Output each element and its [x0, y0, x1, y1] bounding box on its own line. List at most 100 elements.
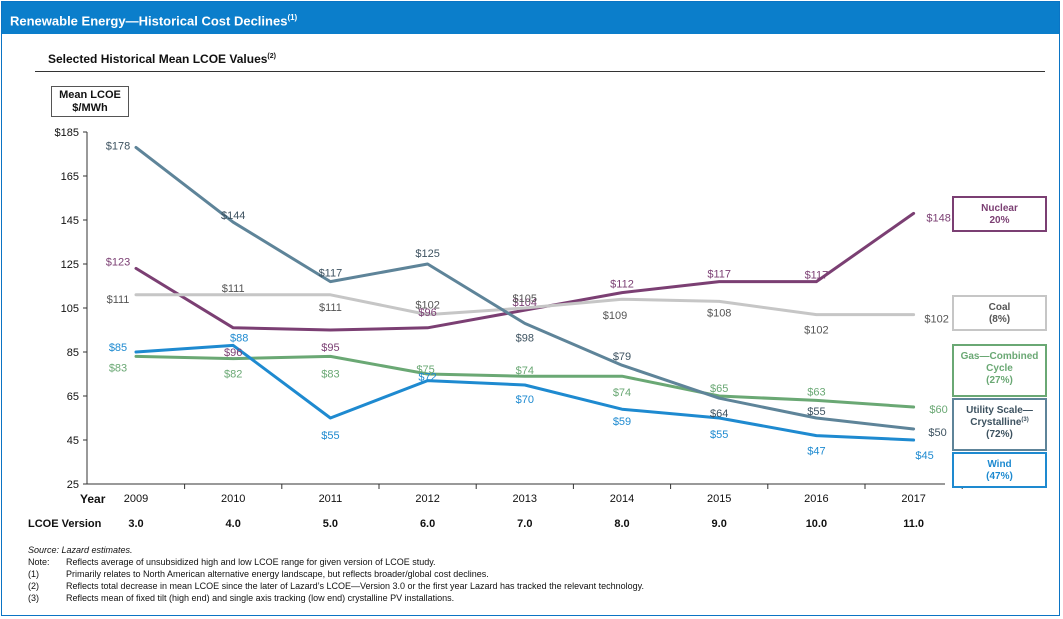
y-tick-label: 45: [67, 435, 79, 447]
data-label: $125: [415, 248, 439, 260]
footnote-key: Note:: [28, 557, 50, 567]
footnote-text: Primarily relates to North American alte…: [66, 569, 489, 579]
subtitle-divider: [35, 71, 1045, 72]
footnote-key: (1): [28, 569, 39, 579]
data-label: $72: [418, 372, 436, 384]
data-label: $108: [707, 307, 731, 319]
x-tick-label: 2011: [319, 493, 343, 505]
version-label: 4.0: [226, 518, 241, 530]
legend-percent: (8%): [989, 314, 1010, 325]
footnote-key: (2): [28, 581, 39, 591]
data-label: $98: [516, 332, 534, 344]
footnote-key: (3): [28, 593, 39, 603]
data-label: $55: [710, 429, 728, 441]
legend-box: [952, 398, 1047, 451]
data-label: $45: [915, 450, 933, 462]
data-label: $82: [224, 369, 242, 381]
version-label: 9.0: [712, 518, 727, 530]
data-label: $55: [321, 430, 339, 442]
legend-box: [952, 295, 1047, 331]
data-label: $47: [807, 446, 825, 458]
data-label: $64: [710, 408, 728, 420]
data-label: $83: [109, 362, 127, 374]
y-tick-label: 145: [61, 215, 79, 227]
legend-name: Gas—Combined: [961, 351, 1039, 362]
y-tick-label: 65: [67, 391, 79, 403]
y-tick-label: 85: [67, 347, 79, 359]
data-label: $96: [224, 347, 242, 359]
series-line: [134, 354, 916, 409]
data-label: $148: [926, 212, 950, 224]
footnote-row: (1) Primarily relates to North American a…: [28, 568, 644, 580]
y-tick-label: 25: [67, 479, 79, 491]
legend-box: [952, 344, 1047, 397]
x-tick-label: 2017: [901, 493, 925, 505]
legend-name: Cycle: [986, 363, 1013, 374]
legend-name: Utility Scale—: [966, 405, 1033, 416]
subtitle-text: Selected Historical Mean LCOE Values: [48, 52, 268, 66]
version-label: 7.0: [517, 518, 532, 530]
footnote-row: (3) Reflects mean of fixed tilt (high end…: [28, 592, 644, 604]
data-label: $79: [613, 351, 631, 363]
series-line: [134, 343, 916, 442]
legend-box: [952, 196, 1047, 232]
data-label: $60: [929, 404, 947, 416]
y-tick-label: $185: [55, 127, 79, 139]
data-label: $102: [804, 325, 828, 337]
x-axis-title: Year: [80, 492, 106, 506]
data-label: $75: [416, 364, 434, 376]
y-tick-label: 125: [61, 259, 79, 271]
y-tick-label: 165: [61, 171, 79, 183]
line-chart: 25 45 65 85 105 125 145 165 $185 Year LCOE Version…: [28, 127, 1047, 530]
data-label: $95: [321, 342, 339, 354]
data-label: $83: [321, 368, 339, 380]
footnote-text: Reflects total decrease in mean LCOE sin…: [66, 581, 644, 591]
legend-name: Coal: [989, 302, 1011, 313]
series-line: [134, 211, 916, 332]
version-label: 10.0: [806, 518, 827, 530]
data-label: $70: [516, 394, 534, 406]
data-label: $105: [513, 293, 537, 305]
footnote-text: Reflects mean of fixed tilt (high end) a…: [66, 593, 455, 603]
legend-name: Wind: [987, 459, 1011, 470]
x-tick-label: 2012: [415, 493, 439, 505]
data-label: $117: [707, 269, 731, 281]
data-label: $59: [613, 416, 631, 428]
data-label: $96: [418, 307, 436, 319]
legend-footnote-marker: (3): [1021, 417, 1028, 423]
x-tick-label: 2015: [707, 493, 731, 505]
y-axis-label-line2: $/MWh: [72, 102, 108, 114]
data-label: $102: [415, 300, 439, 312]
version-label: 6.0: [420, 518, 435, 530]
footnote-row: (2) Reflects total decrease in mean LCOE …: [28, 580, 644, 592]
data-label: $85: [109, 342, 127, 354]
data-label: $111: [319, 302, 342, 314]
x-tick-label: 2010: [221, 493, 245, 505]
source-note: Source: Lazard estimates.: [28, 545, 133, 555]
footnote-row: Note: Reflects average of unsubsidized hi…: [28, 556, 644, 568]
data-label: $123: [106, 256, 130, 268]
footnotes: Source: Lazard estimates. Note: Reflects …: [28, 544, 644, 604]
data-label: $74: [613, 387, 631, 399]
y-tick-label: 105: [61, 303, 79, 315]
version-label: 11.0: [903, 518, 924, 530]
legend-name: Crystalline(3): [970, 417, 1028, 428]
data-label: $117: [805, 270, 829, 282]
subtitle-footnote-marker: (2): [267, 53, 276, 60]
data-label: $111: [107, 294, 130, 306]
data-label: $55: [807, 406, 825, 418]
page-title: Renewable Energy—Historical Cost Decline…: [2, 2, 1059, 34]
x-tick-label: 2014: [610, 493, 634, 505]
legend-percent: (47%): [986, 471, 1013, 482]
version-label: 3.0: [128, 518, 143, 530]
data-label: $65: [710, 383, 728, 395]
data-label: $144: [221, 210, 245, 222]
x-tick-label: 2016: [804, 493, 828, 505]
y-axis-label-line1: Mean LCOE: [59, 89, 121, 101]
data-label: $117: [319, 268, 343, 280]
legend-percent: 20%: [989, 215, 1009, 226]
title-text: Renewable Energy—Historical Cost Decline…: [10, 13, 288, 29]
y-axis-label-box: Mean LCOE $/MWh: [51, 86, 129, 117]
legend-percent: (27%): [986, 375, 1013, 386]
